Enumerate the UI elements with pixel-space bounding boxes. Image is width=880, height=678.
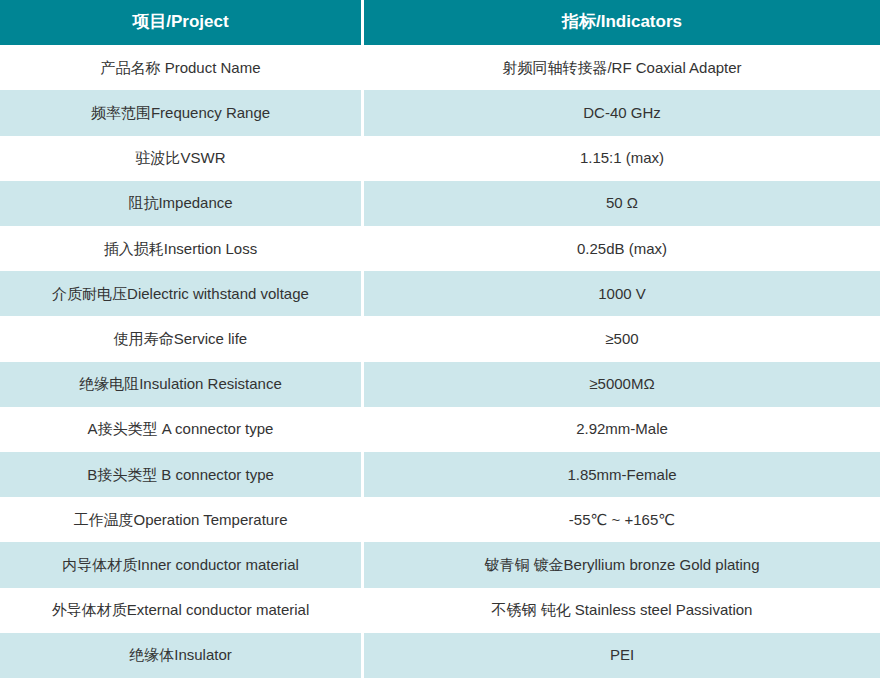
indicator-cell: PEI <box>364 633 880 678</box>
indicator-cell: 铍青铜 镀金Beryllium bronze Gold plating <box>364 542 880 587</box>
project-cell: 频率范围Frequency Range <box>0 90 364 135</box>
indicator-cell: 1.85mm-Female <box>364 452 880 497</box>
project-cell: 绝缘体Insulator <box>0 633 364 678</box>
table-row: 产品名称 Product Name射频同轴转接器/RF Coaxial Adap… <box>0 45 880 90</box>
indicator-cell: 1.15:1 (max) <box>364 136 880 181</box>
indicator-cell: ≥500 <box>364 316 880 361</box>
project-cell: 驻波比VSWR <box>0 136 364 181</box>
indicator-cell: 0.25dB (max) <box>364 226 880 271</box>
indicator-cell: 50 Ω <box>364 181 880 226</box>
table-row: A接头类型 A connector type2.92mm-Male <box>0 407 880 452</box>
project-cell: A接头类型 A connector type <box>0 407 364 452</box>
indicator-cell: 射频同轴转接器/RF Coaxial Adapter <box>364 45 880 90</box>
table-row: 绝缘电阻Insulation Resistance≥5000MΩ <box>0 362 880 407</box>
spec-table: 项目/Project 指标/Indicators 产品名称 Product Na… <box>0 0 880 678</box>
indicator-cell: -55℃ ~ +165℃ <box>364 497 880 542</box>
table-header-row: 项目/Project 指标/Indicators <box>0 0 880 45</box>
table-row: 阻抗Impedance50 Ω <box>0 181 880 226</box>
table-row: 插入损耗Insertion Loss0.25dB (max) <box>0 226 880 271</box>
table-row: 驻波比VSWR1.15:1 (max) <box>0 136 880 181</box>
table-row: B接头类型 B connector type1.85mm-Female <box>0 452 880 497</box>
indicator-cell: DC-40 GHz <box>364 90 880 135</box>
project-cell: 外导体材质External conductor material <box>0 588 364 633</box>
table-row: 使用寿命Service life≥500 <box>0 316 880 361</box>
project-cell: 工作温度Operation Temperature <box>0 497 364 542</box>
indicator-cell: 1000 V <box>364 271 880 316</box>
project-cell: 插入损耗Insertion Loss <box>0 226 364 271</box>
project-cell: 使用寿命Service life <box>0 316 364 361</box>
column-header-project: 项目/Project <box>0 0 364 45</box>
table-row: 内导体材质Inner conductor material铍青铜 镀金Beryl… <box>0 542 880 587</box>
table-row: 绝缘体InsulatorPEI <box>0 633 880 678</box>
project-cell: 绝缘电阻Insulation Resistance <box>0 362 364 407</box>
table-row: 工作温度Operation Temperature-55℃ ~ +165℃ <box>0 497 880 542</box>
table-row: 频率范围Frequency RangeDC-40 GHz <box>0 90 880 135</box>
project-cell: 内导体材质Inner conductor material <box>0 542 364 587</box>
project-cell: 阻抗Impedance <box>0 181 364 226</box>
indicator-cell: 不锈钢 钝化 Stainless steel Passivation <box>364 588 880 633</box>
project-cell: B接头类型 B connector type <box>0 452 364 497</box>
table-row: 外导体材质External conductor material不锈钢 钝化 S… <box>0 588 880 633</box>
indicator-cell: ≥5000MΩ <box>364 362 880 407</box>
table-row: 介质耐电压Dielectric withstand voltage1000 V <box>0 271 880 316</box>
project-cell: 产品名称 Product Name <box>0 45 364 90</box>
indicator-cell: 2.92mm-Male <box>364 407 880 452</box>
project-cell: 介质耐电压Dielectric withstand voltage <box>0 271 364 316</box>
column-header-indicators: 指标/Indicators <box>364 0 880 45</box>
